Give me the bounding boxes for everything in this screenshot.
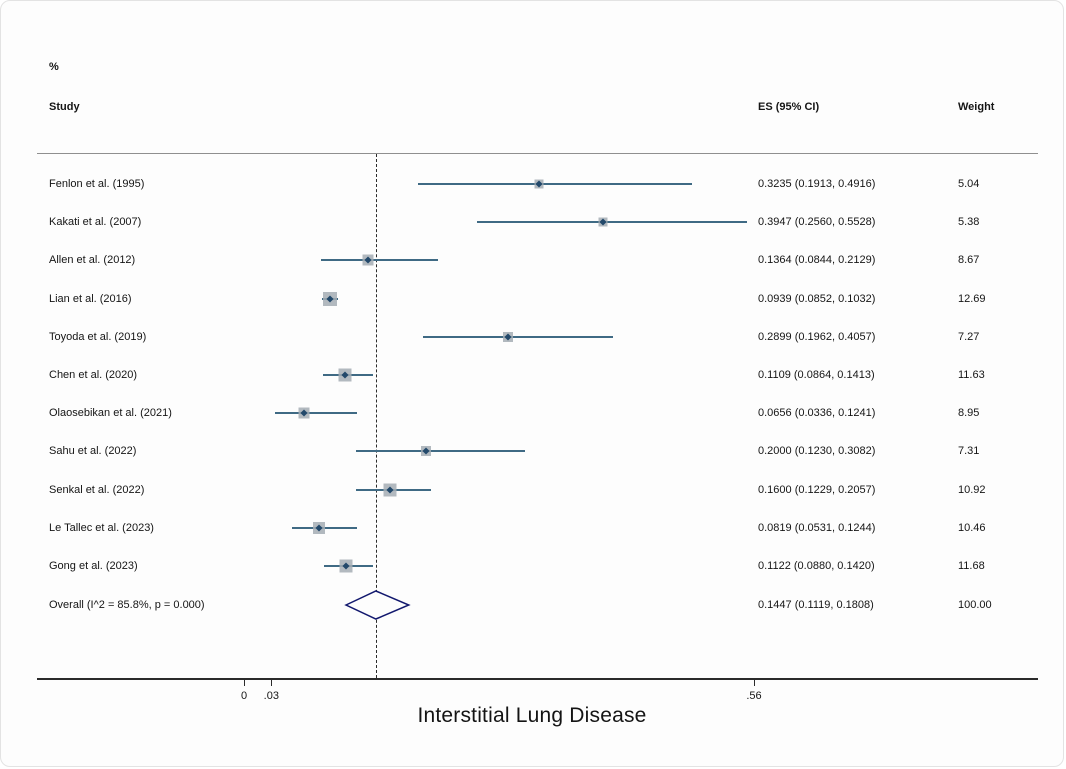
study-label: Olaosebikan et al. (2021) [49,407,172,420]
es-value: 0.0939 (0.0852, 0.1032) [758,292,876,305]
x-axis-tick-label: .56 [746,690,762,702]
es-value: 0.3947 (0.2560, 0.5528) [758,216,876,229]
ci-line [356,450,525,453]
es-value: 0.1600 (0.1229, 0.2057) [758,483,876,496]
es-value: 0.1364 (0.0844, 0.2129) [758,254,876,267]
study-label: Le Tallec et al. (2023) [49,521,154,534]
x-axis-tick-label: 0 [240,690,248,702]
weight-value: 8.95 [958,407,980,420]
column-header-percent: % [49,61,59,73]
header-separator-line [37,153,1038,154]
weight-value: 7.27 [958,330,980,343]
overall-es-value: 0.1447 (0.1119, 0.1808) [758,599,874,611]
ci-line [418,183,692,185]
x-axis-tick-label: .03 [263,690,279,702]
es-value: 0.0656 (0.0336, 0.1241) [758,407,876,420]
es-value: 0.2899 (0.1962, 0.4057) [758,330,876,343]
es-value: 0.2000 (0.1230, 0.3082) [758,445,876,458]
column-header-es: ES (95% CI) [758,101,820,113]
weight-value: 10.92 [958,483,986,496]
study-label: Sahu et al. (2022) [49,445,137,458]
weight-value: 10.46 [958,521,986,534]
ci-line [422,335,614,338]
weight-value: 5.04 [958,178,980,190]
weight-value: 11.63 [958,369,985,381]
overall-weight-value: 100.00 [958,599,992,611]
study-label: Allen et al. (2012) [49,254,136,267]
ci-line [320,259,438,262]
x-axis-line [37,678,1038,680]
study-label: Fenlon et al. (1995) [49,178,145,190]
weight-value: 11.68 [958,560,985,572]
es-value: 0.3235 (0.1913, 0.4916) [758,178,876,190]
weight-value: 7.31 [958,445,980,458]
weight-value: 12.69 [958,292,986,305]
ci-line [292,526,358,529]
study-label: Chen et al. (2020) [49,369,138,381]
x-axis-tick-mark [271,680,273,686]
study-label: Senkal et al. (2022) [49,483,145,496]
overall-label: Overall (I^2 = 85.8%, p = 0.000) [49,599,205,611]
column-header-weight: Weight [958,101,995,113]
es-value: 0.1122 (0.0880, 0.1420) [758,560,875,572]
overall-diamond [344,590,411,620]
x-axis-tick-mark [244,680,245,686]
x-axis-tick-mark [753,680,755,686]
ci-line [274,412,357,415]
study-label: Kakati et al. (2007) [49,216,142,229]
column-header-study: Study [49,101,80,113]
weight-value: 8.67 [958,254,980,267]
es-value: 0.1109 (0.0864, 0.1413) [758,369,875,381]
study-label: Gong et al. (2023) [49,560,138,572]
ci-line [477,221,748,224]
study-label: Lian et al. (2016) [49,292,132,305]
weight-value: 5.38 [958,216,980,229]
chart-title: Interstitial Lung Disease [417,704,647,727]
study-label: Toyoda et al. (2019) [49,330,147,343]
es-value: 0.0819 (0.0531, 0.1244) [758,521,876,534]
overall-estimate-dashed-line [375,154,377,678]
